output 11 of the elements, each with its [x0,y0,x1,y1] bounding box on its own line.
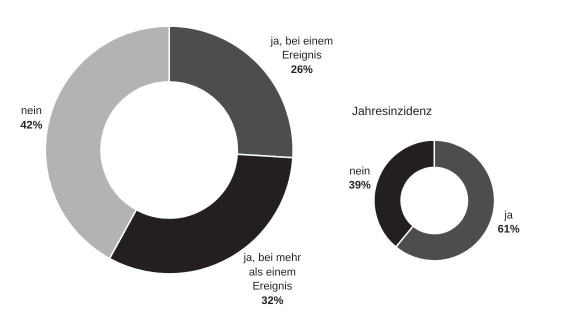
slice-label: ja, bei mehr als einem Ereignis [242,252,302,293]
data-label: 42% [20,119,43,132]
data-label: 61% [498,224,520,236]
slice-label: ja, bei einem Ereignis [270,35,334,62]
data-label: 32% [261,295,284,308]
chart-title: Jahresinzidenz [352,104,432,118]
slice-label: ja [503,209,514,222]
data-label: 39% [348,180,371,192]
slice-label: nein [349,165,370,178]
slice-label: nein [21,105,42,118]
data-label: 26% [290,64,314,76]
